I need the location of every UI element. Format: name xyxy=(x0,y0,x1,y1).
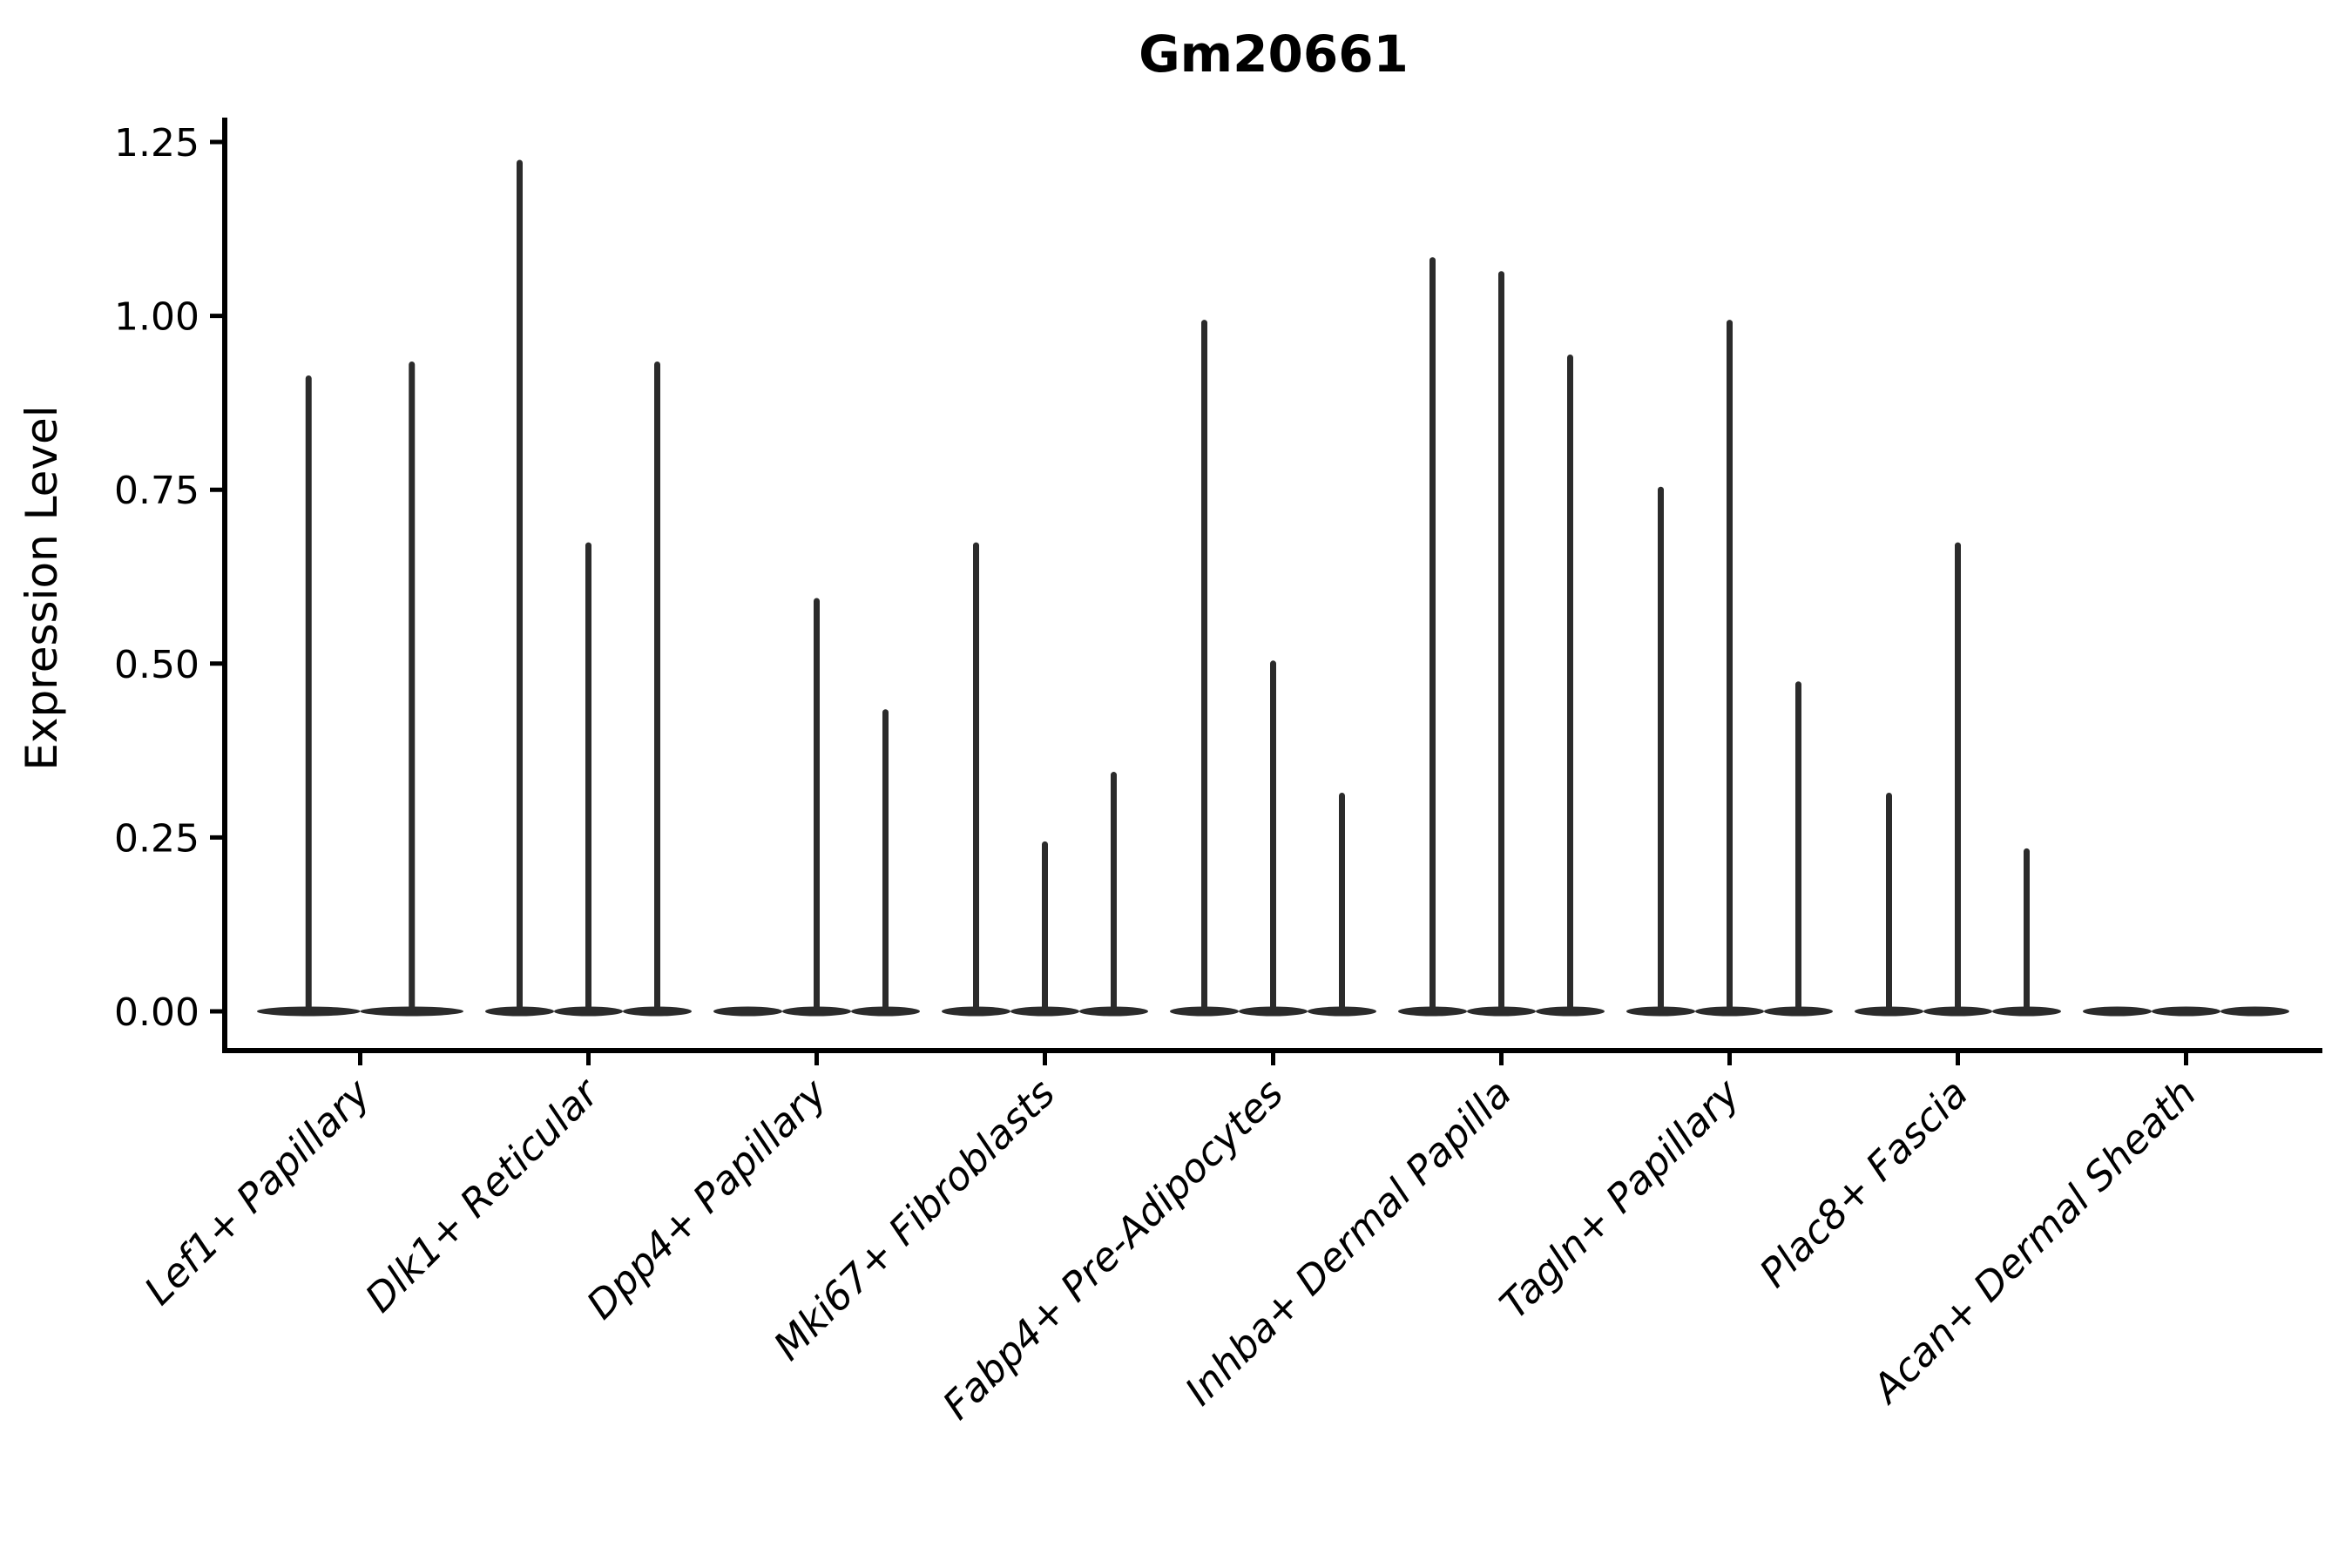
y-tick-label: 0.00 xyxy=(114,990,199,1035)
x-tick-label: Lef1+ Papillary xyxy=(135,1069,380,1314)
y-axis-title: Expression Level xyxy=(17,405,67,771)
y-tick-label: 1.00 xyxy=(114,295,199,340)
chart-title: Gm20661 xyxy=(1139,24,1409,84)
y-tick-label: 0.50 xyxy=(114,643,199,687)
x-tick-label: Dlk1+ Reticular xyxy=(356,1069,609,1321)
violin-base xyxy=(2083,1006,2152,1017)
y-tick-label: 0.25 xyxy=(114,816,199,861)
violin-base xyxy=(713,1006,782,1017)
violin-base xyxy=(2152,1006,2220,1017)
x-tick-label: Tagln+ Papillary xyxy=(1490,1069,1749,1328)
y-tick-label: 0.75 xyxy=(114,469,199,513)
x-tick-label: Plac8+ Fascia xyxy=(1751,1070,1977,1296)
x-tick-label: Dpp4+ Papillary xyxy=(578,1069,836,1328)
y-tick-label: 1.25 xyxy=(114,121,199,166)
violin-base xyxy=(2220,1006,2289,1017)
